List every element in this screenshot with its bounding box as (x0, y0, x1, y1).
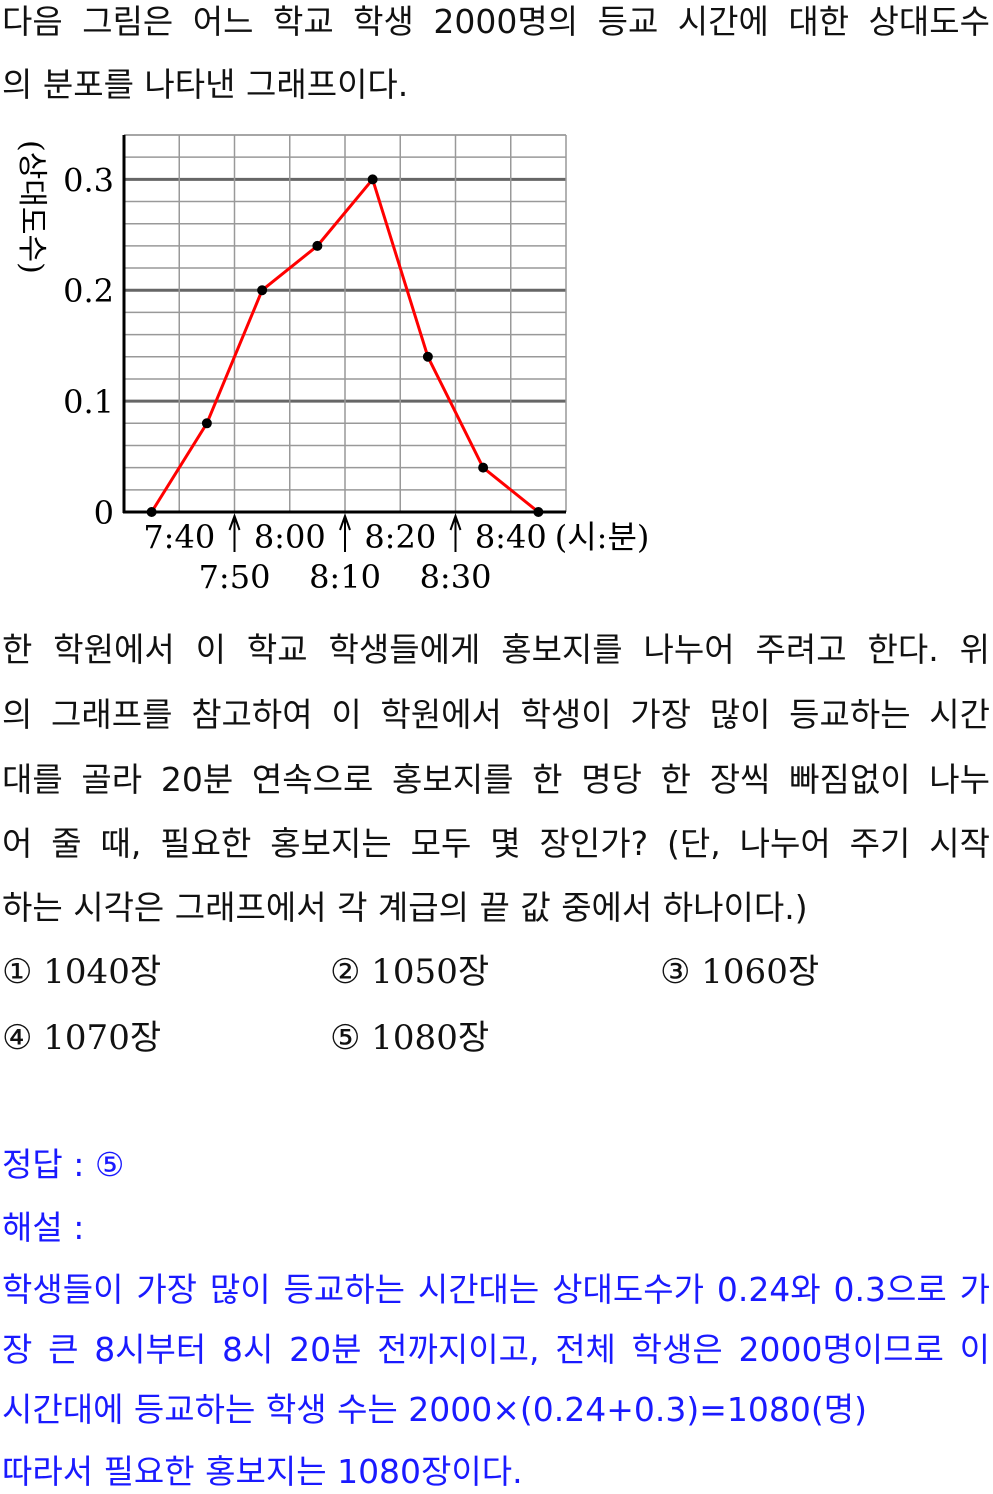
data-point (146, 507, 157, 517)
y-tick-label: 0.2 (63, 272, 114, 310)
data-point (201, 418, 212, 429)
question-line: 의 분포를 나타낸 그래프이다. (2, 65, 409, 104)
choice-5[interactable]: ⑤ 1080장 (330, 1016, 489, 1060)
choice-text: 1080장 (371, 1018, 490, 1058)
choice-mark: ② (330, 952, 361, 992)
x-tick-label: 8:10 (309, 558, 381, 596)
x-tick-label: 8:20 (364, 518, 436, 556)
choice-1[interactable]: ① 1040장 (2, 950, 161, 994)
question-line: 어 줄 때, 필요한 홍보지는 모두 몇 장인가? (단, 나누어 주기 시작 (2, 824, 990, 863)
question-line: 다음 그림은 어느 학교 학생 2000명의 등교 시간에 대한 상대도수 (2, 2, 990, 41)
choice-2[interactable]: ② 1050장 (330, 950, 489, 994)
choice-mark: ④ (2, 1018, 33, 1058)
choice-mark: ① (2, 952, 33, 992)
choice-text: 1040장 (43, 952, 162, 992)
y-tick-label: 0 (94, 494, 114, 532)
choice-3[interactable]: ③ 1060장 (660, 950, 819, 994)
question-line: 의 그래프를 참고하여 이 학원에서 학생이 가장 많이 등교하는 시간 (2, 695, 990, 734)
relative-frequency-polygon: 0 0.1 0.2 0.3 7:40 8:00 8:20 8:40 7:50 8:10 8:30 (시… (14, 134, 650, 596)
data-point (478, 462, 489, 473)
data-point (533, 507, 544, 517)
data-point (422, 351, 433, 362)
x-tick-label: 8:30 (420, 558, 492, 596)
series-line (150, 176, 540, 514)
x-tick-label: 7:40 (143, 518, 215, 556)
arrow-head-icon (449, 513, 462, 531)
arrow-head-icon (339, 513, 351, 531)
explanation-line: 장 큰 8시부터 8시 20분 전까지이고, 전체 학생은 2000명이므로 이 (2, 1330, 990, 1369)
data-point (367, 174, 378, 185)
data-point (257, 285, 268, 296)
choice-mark: ⑤ (330, 1018, 361, 1058)
question-line: 하는 시각은 그래프에서 각 계급의 끝 값 중에서 하나이다.) (2, 888, 808, 927)
explanation-line: 시간대에 등교하는 학생 수는 2000×(0.24+0.3)=1080(명) (2, 1390, 868, 1429)
question-line: 대를 골라 20분 연속으로 홍보지를 한 명당 한 장씩 빠짐없이 나누 (2, 760, 990, 799)
y-tick-label: 0.1 (63, 383, 114, 421)
choice-text: 1050장 (371, 952, 490, 992)
choice-4[interactable]: ④ 1070장 (2, 1016, 161, 1060)
y-tick-label: 0.3 (63, 161, 114, 199)
x-tick-label: 8:40 (475, 518, 547, 556)
arrow-head-icon (228, 513, 241, 531)
data-point (312, 240, 323, 251)
x-axis-label: (시:분) (555, 518, 650, 556)
explanation-line: 따라서 필요한 홍보지는 1080장이다. (2, 1452, 523, 1491)
question-line: 한 학원에서 이 학교 학생들에게 홍보지를 나누어 주려고 한다. 위 (2, 630, 990, 669)
x-tick-label: 7:50 (199, 558, 271, 596)
explanation-label: 해설 : (2, 1208, 85, 1247)
choice-text: 1070장 (43, 1018, 162, 1058)
choice-text: 1060장 (701, 952, 820, 992)
y-axis-label: (상대도수) (14, 140, 49, 274)
explanation-line: 학생들이 가장 많이 등교하는 시간대는 상대도수가 0.24와 0.3으로 가 (2, 1270, 990, 1309)
choice-mark: ③ (660, 952, 691, 992)
answer-label: 정답 : ⑤ (2, 1145, 125, 1184)
x-tick-label: 8:00 (254, 518, 326, 556)
